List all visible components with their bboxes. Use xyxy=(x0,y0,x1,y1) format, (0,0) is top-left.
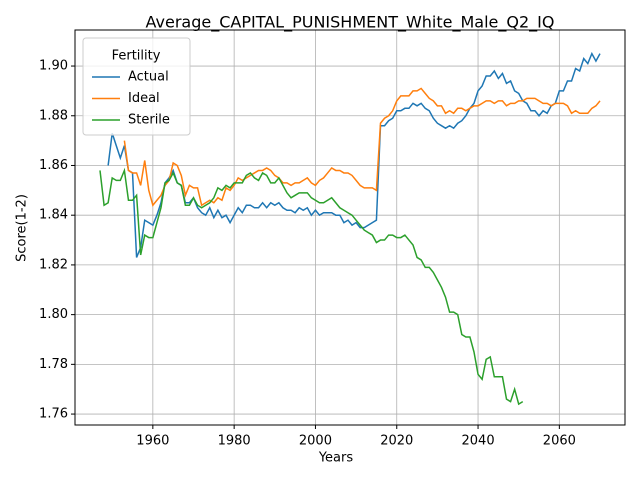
legend-label: Actual xyxy=(128,70,169,85)
y-tick-label: 1.80 xyxy=(39,307,68,322)
legend-title: Fertility xyxy=(112,49,161,64)
x-tick-label: 2000 xyxy=(299,434,332,449)
x-axis-label: Years xyxy=(318,451,354,466)
y-tick-label: 1.84 xyxy=(39,208,68,223)
line-series xyxy=(99,167,524,406)
legend-label: Ideal xyxy=(128,91,160,106)
chart-title: Average_CAPITAL_PUNISHMENT_White_Male_Q2… xyxy=(146,13,555,33)
y-tick-label: 1.78 xyxy=(39,357,68,372)
x-tick-label: 2060 xyxy=(543,434,576,449)
y-tick-label: 1.88 xyxy=(39,108,68,123)
legend-box xyxy=(82,37,191,136)
plot-frame xyxy=(74,29,626,426)
x-tick-label: 1980 xyxy=(218,434,251,449)
line-series xyxy=(107,51,601,258)
y-tick-label: 1.82 xyxy=(39,257,68,272)
legend-label: Sterile xyxy=(128,113,170,128)
y-axis-label: Score(1-2) xyxy=(15,194,30,262)
x-tick-label: 2040 xyxy=(462,434,495,449)
x-tick-label: 1960 xyxy=(136,434,169,449)
y-tick-label: 1.76 xyxy=(39,407,68,422)
x-tick-label: 2020 xyxy=(380,434,413,449)
y-tick-label: 1.86 xyxy=(39,158,68,173)
y-tick-label: 1.90 xyxy=(39,59,68,74)
line-series xyxy=(123,87,601,207)
